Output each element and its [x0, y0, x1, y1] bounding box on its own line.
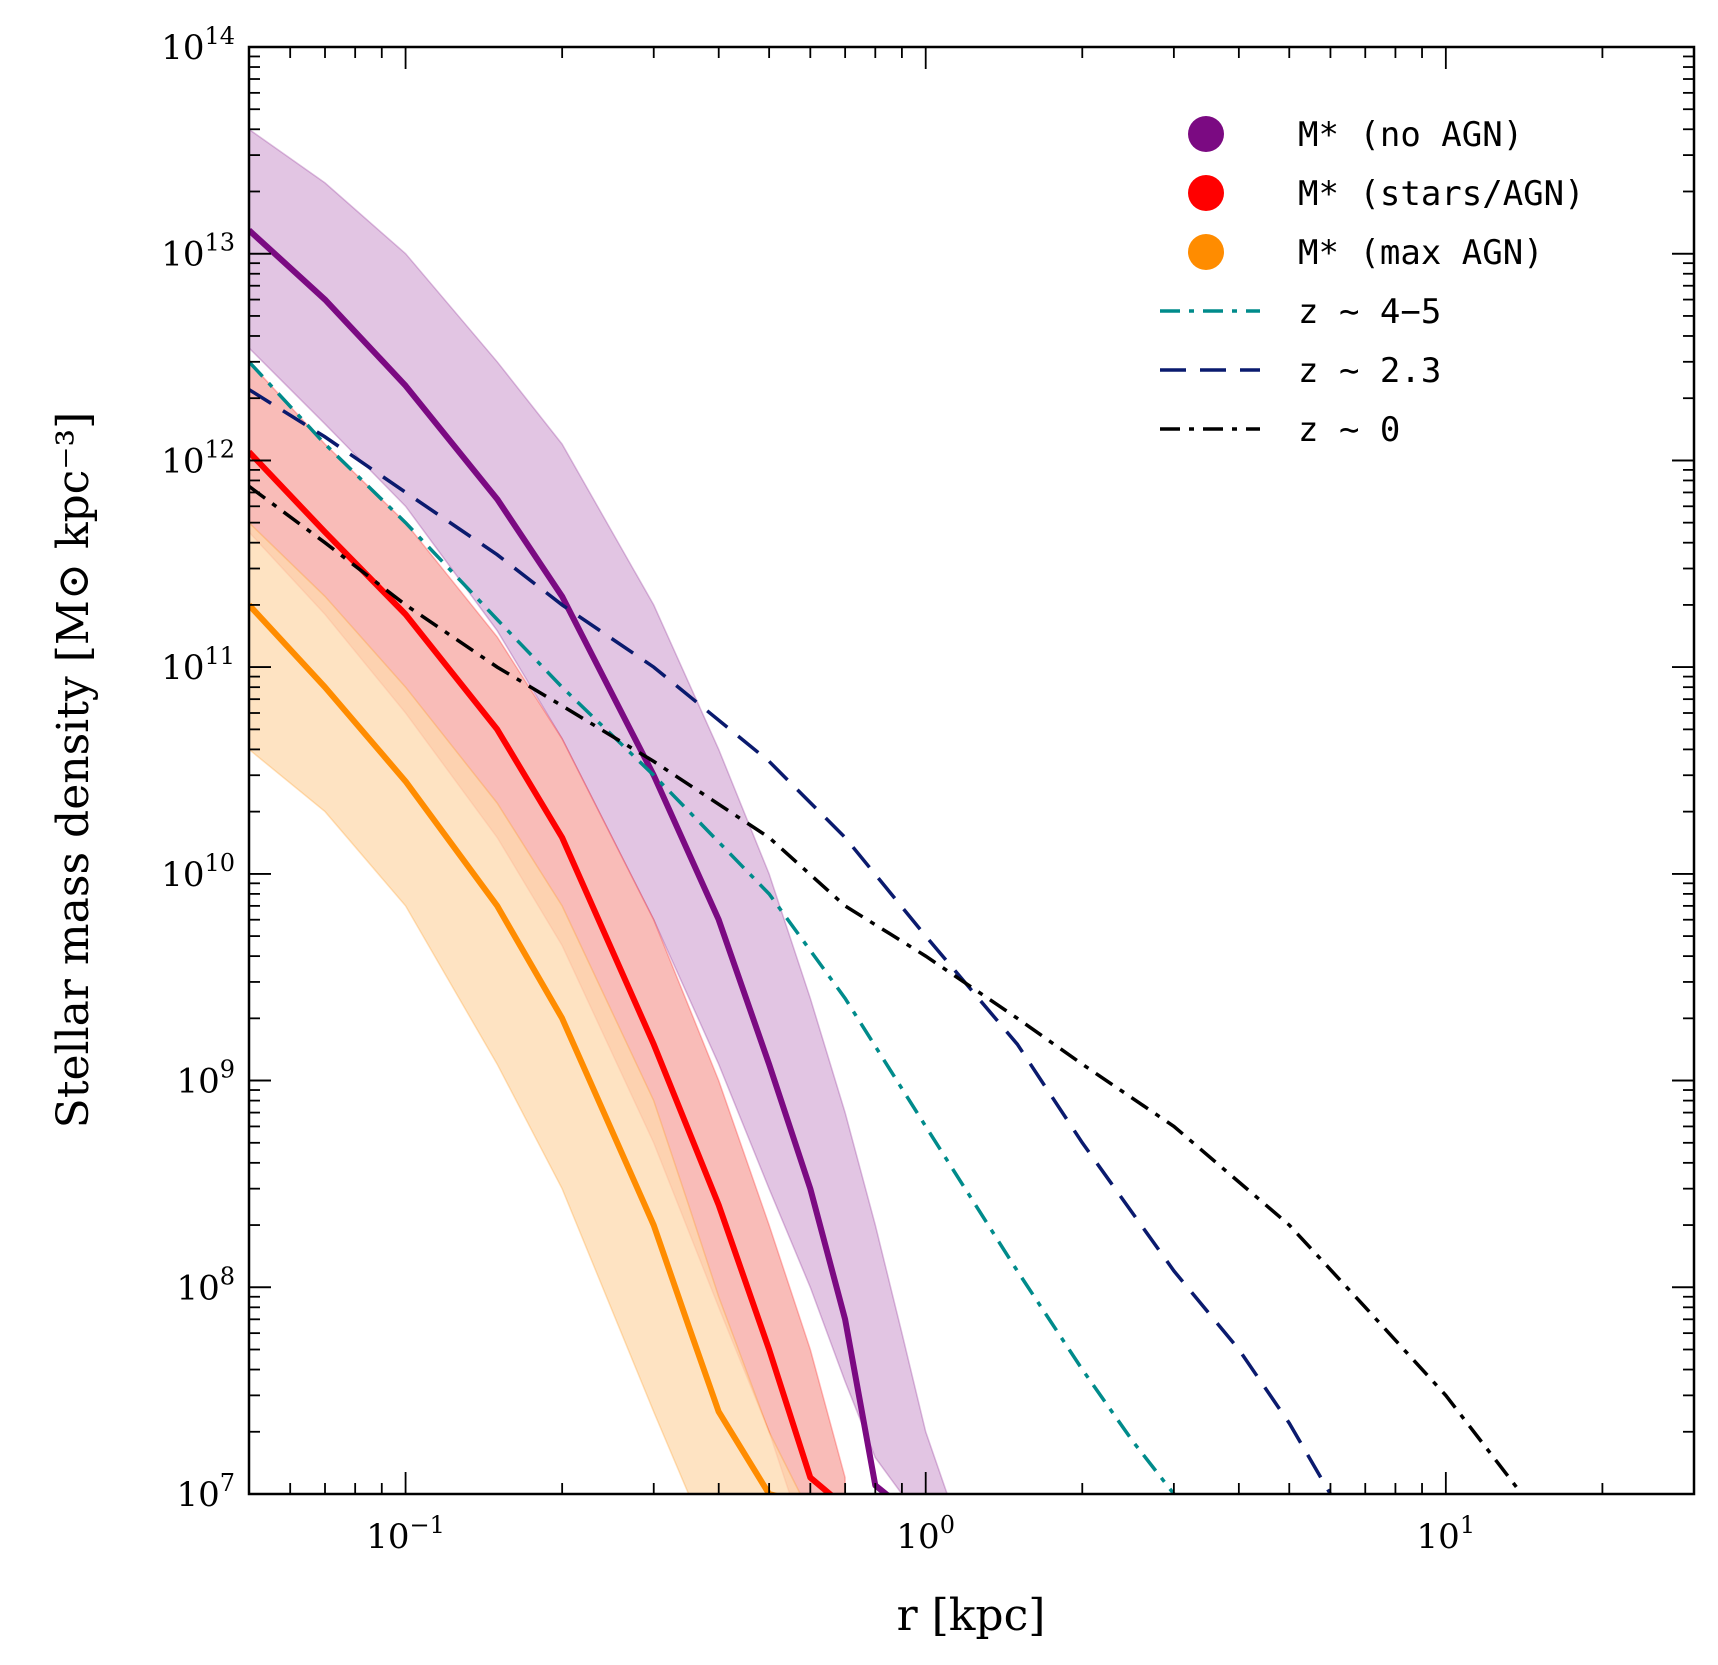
y-tick-label-2: 109: [176, 1056, 235, 1102]
series-line-2: [249, 484, 1524, 1494]
legend-marker-1: [1188, 175, 1224, 211]
y-tick-label-6: 1013: [161, 229, 235, 275]
legend-label-2: M* (max AGN): [1298, 233, 1544, 273]
series-line-1: [249, 388, 1332, 1494]
tick-labels-layer: 10−1 100 101 107 108 109 1010 1011 1012 1013 1014: [161, 22, 1475, 1557]
legend-label-1: M* (stars/AGN): [1298, 174, 1585, 214]
y-tick-label-0: 107: [176, 1469, 235, 1515]
legend-label-4: z ∼ 2.3: [1298, 351, 1441, 391]
x-axis-title: r [kpc]: [897, 1590, 1046, 1641]
band-fill-0: [249, 128, 948, 1494]
legend-label-0: M* (no AGN): [1298, 115, 1523, 155]
series-line-0: [249, 360, 1176, 1494]
y-tick-label-7: 1014: [161, 22, 235, 68]
y-tick-label-1: 108: [176, 1262, 235, 1308]
legend: M* (no AGN) M* (stars/AGN) M* (max AGN) z ∼…: [1160, 115, 1585, 450]
legend-label-5: z ∼ 0: [1298, 410, 1400, 450]
y-tick-label-4: 1011: [161, 642, 235, 688]
x-tick-label-0: 10−1: [366, 1511, 445, 1557]
plot-frame: [247, 45, 1696, 1496]
legend-marker-2: [1188, 234, 1224, 270]
x-tick-label-1: 100: [896, 1511, 955, 1557]
x-tick-label-2: 101: [1417, 1511, 1476, 1557]
legend-marker-0: [1188, 116, 1224, 152]
y-axis-title: Stellar mass density [M⊙ kpc⁻³]: [48, 412, 99, 1129]
legend-label-3: z ∼ 4−5: [1298, 292, 1441, 332]
y-tick-label-5: 1012: [161, 435, 235, 481]
lines-layer: [249, 227, 1524, 1494]
band-median-line-2: [249, 602, 782, 1494]
y-tick-label-3: 1010: [161, 849, 235, 895]
band-median-line-0: [249, 227, 891, 1494]
